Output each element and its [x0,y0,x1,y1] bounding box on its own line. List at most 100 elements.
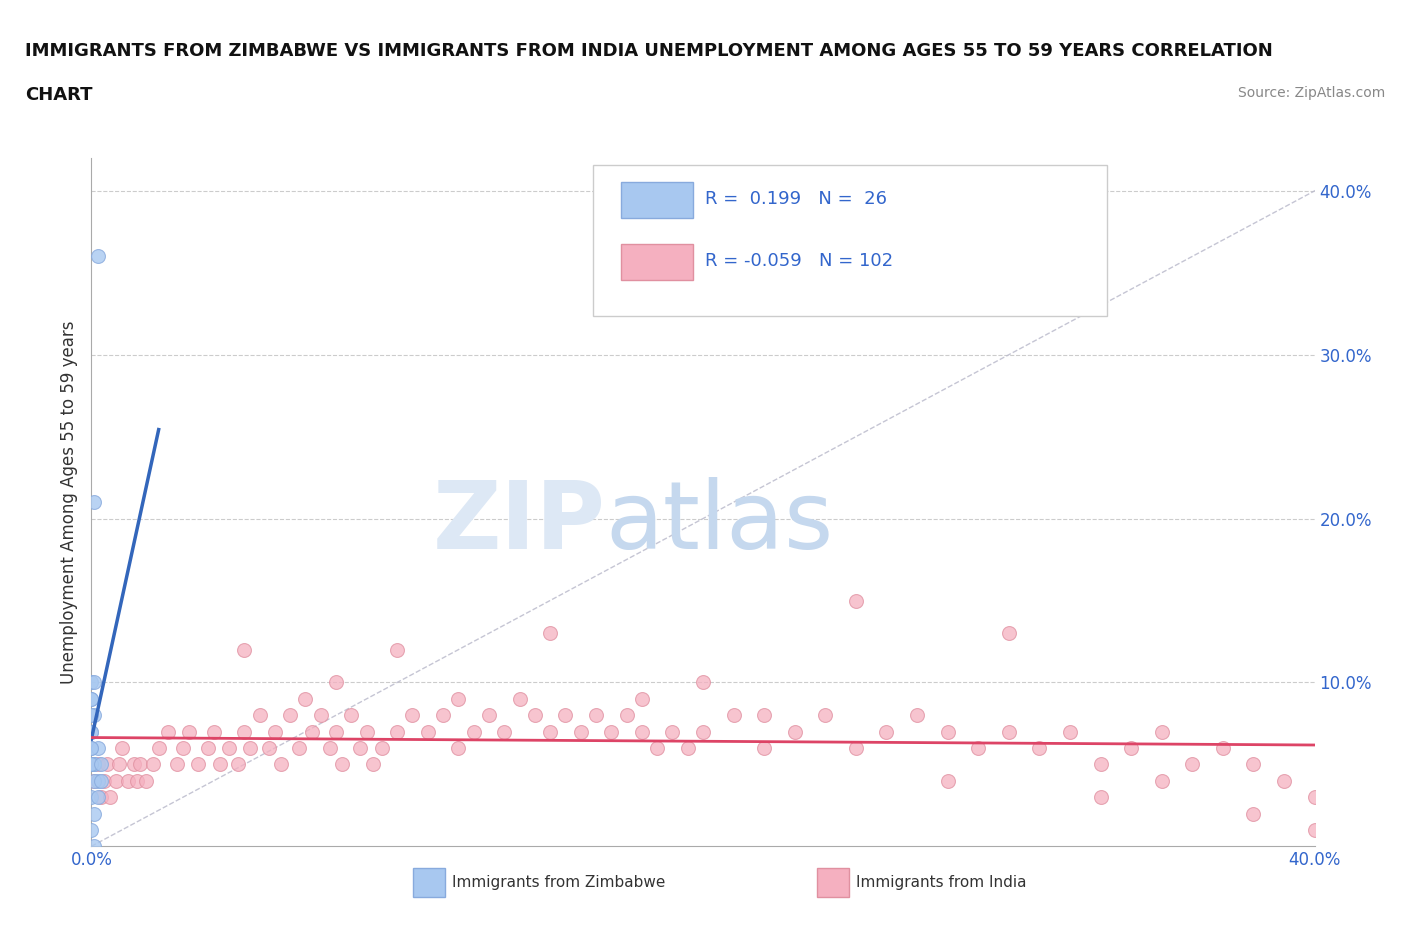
Point [494,724,516,739]
Text: ZIP: ZIP [432,477,605,569]
Point [600,724,623,739]
Point [83,757,105,772]
Point [349,740,371,755]
Point [875,724,898,739]
Point [270,757,292,772]
Point [239,740,262,755]
Point [1243,806,1265,821]
Point [80,691,103,706]
Text: IMMIGRANTS FROM ZIMBABWE VS IMMIGRANTS FROM INDIA UNEMPLOYMENT AMONG AGES 55 TO : IMMIGRANTS FROM ZIMBABWE VS IMMIGRANTS F… [25,42,1272,60]
Point [723,708,745,723]
Point [631,724,654,739]
Point [218,740,240,755]
Point [309,708,332,723]
Point [294,691,316,706]
Point [1212,740,1234,755]
Point [96,757,118,772]
Point [122,757,145,772]
Point [141,757,163,772]
Point [80,724,103,739]
Point [692,675,714,690]
Point [538,626,561,641]
Text: Immigrants from Zimbabwe: Immigrants from Zimbabwe [453,875,665,890]
Point [156,724,179,739]
Point [90,774,112,789]
Point [1181,757,1204,772]
Point [845,740,868,755]
Point [98,790,121,804]
Point [325,675,347,690]
Point [814,708,837,723]
Point [86,790,108,804]
Point [257,740,280,755]
Point [1150,774,1173,789]
Point [135,774,157,789]
Point [90,757,112,772]
Point [1090,757,1112,772]
Text: atlas: atlas [605,477,834,569]
Point [936,724,959,739]
Point [104,774,127,789]
Point [361,757,384,772]
Point [340,708,363,723]
Point [616,708,638,723]
Point [447,691,470,706]
Point [845,593,868,608]
Text: R =  0.199   N =  26: R = 0.199 N = 26 [706,191,887,208]
Point [83,708,105,723]
Point [80,822,103,837]
Point [233,724,256,739]
Point [179,724,201,739]
Point [278,708,301,723]
Point [1303,790,1326,804]
Point [83,806,105,821]
Point [86,740,108,755]
Point [319,740,342,755]
Point [80,675,103,690]
Point [80,757,103,772]
Point [905,708,928,723]
Point [202,724,225,739]
Point [166,757,188,772]
Point [80,740,103,755]
Point [148,740,170,755]
Text: R = -0.059   N = 102: R = -0.059 N = 102 [706,252,894,271]
Point [692,724,714,739]
FancyBboxPatch shape [817,869,849,897]
Point [264,724,287,739]
Point [83,675,105,690]
Point [208,757,231,772]
Point [754,740,776,755]
Point [385,724,409,739]
Point [330,757,353,772]
Point [569,724,592,739]
Point [1059,724,1081,739]
Point [117,774,139,789]
Point [936,774,959,789]
Point [86,249,108,264]
Y-axis label: Unemployment Among Ages 55 to 59 years: Unemployment Among Ages 55 to 59 years [59,321,77,684]
Point [661,724,683,739]
Text: Immigrants from India: Immigrants from India [856,875,1026,890]
Point [585,708,607,723]
Text: Source: ZipAtlas.com: Source: ZipAtlas.com [1237,86,1385,100]
Point [90,790,112,804]
Point [325,724,347,739]
Point [432,708,454,723]
Point [554,708,576,723]
Point [478,708,501,723]
Point [967,740,990,755]
Point [783,724,806,739]
Point [1121,740,1143,755]
Point [645,740,668,755]
Point [86,757,108,772]
Point [80,790,103,804]
Point [288,740,311,755]
Point [187,757,209,772]
Point [1303,822,1326,837]
Point [509,691,531,706]
Point [226,757,249,772]
Point [631,691,654,706]
Point [416,724,439,739]
Point [1150,724,1173,739]
